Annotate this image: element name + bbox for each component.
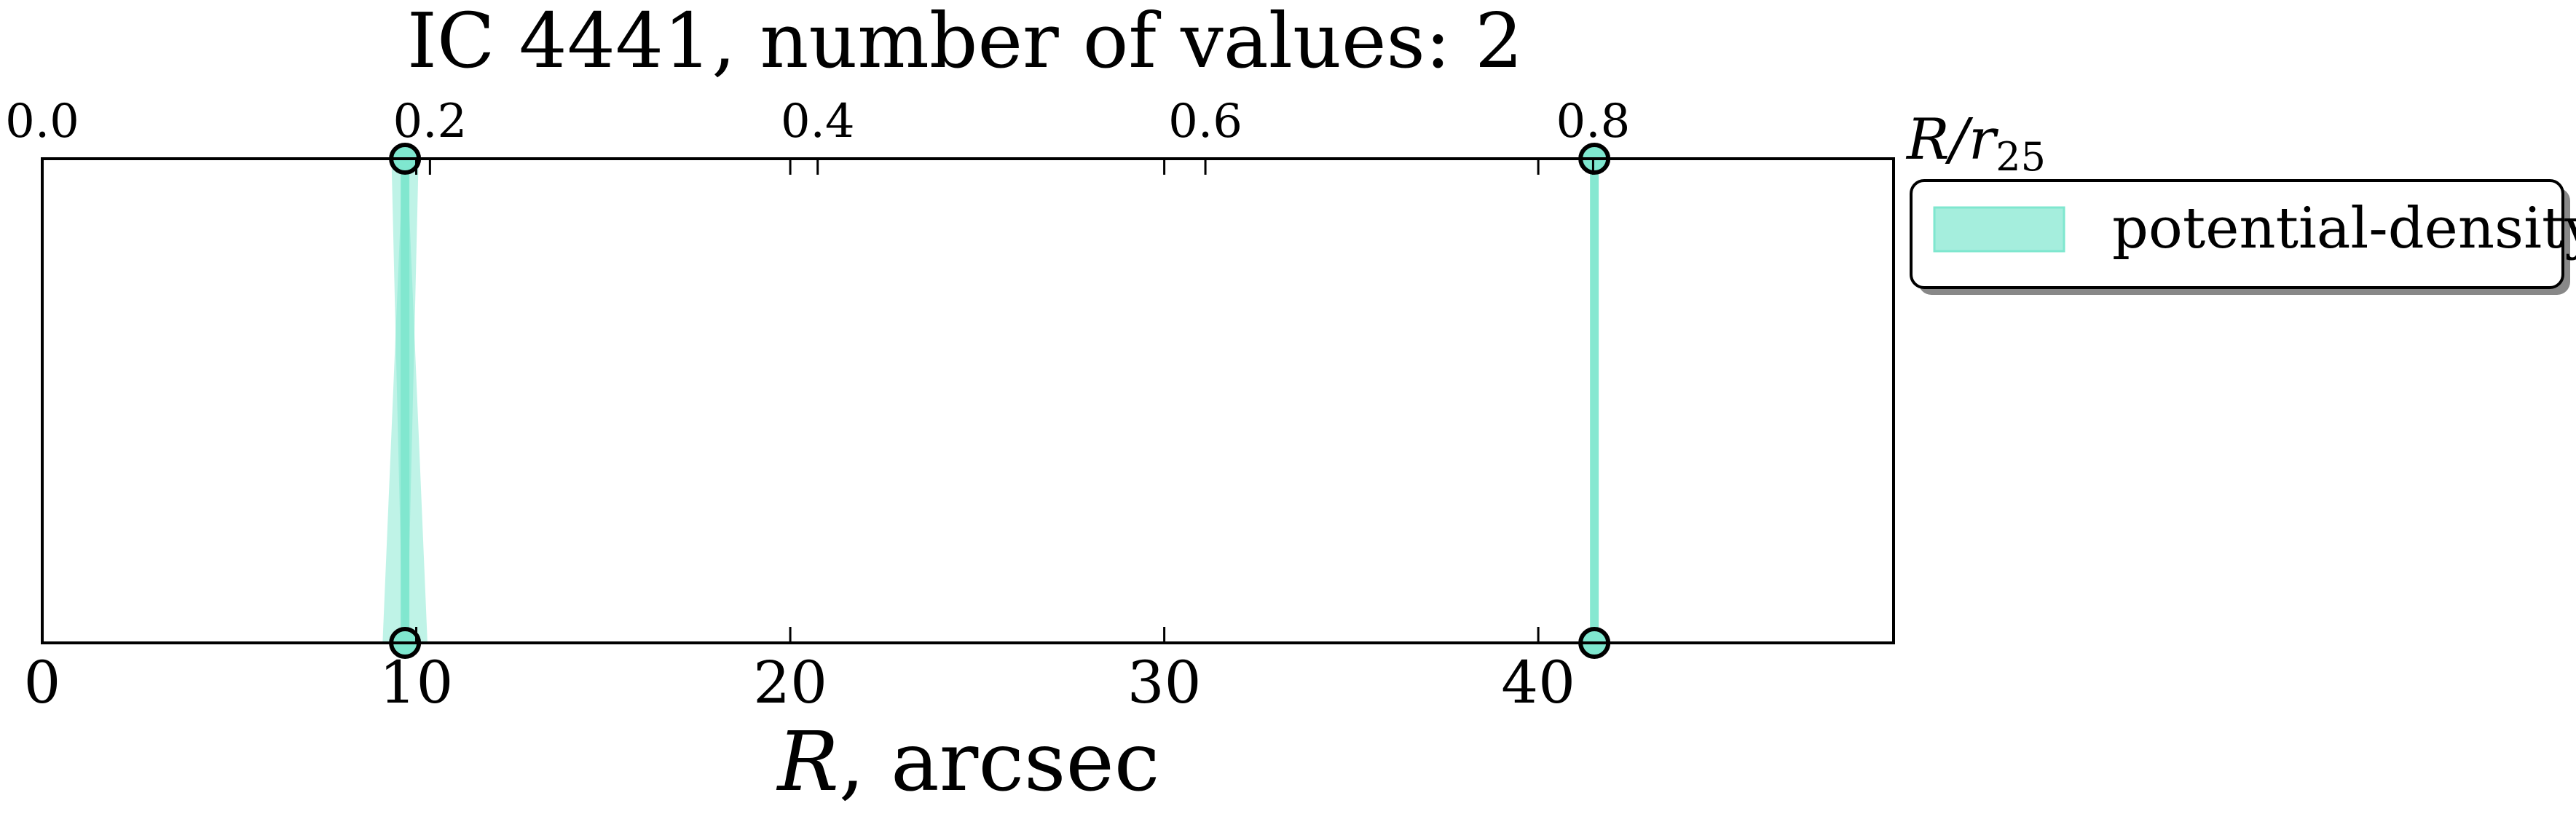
x-tick-label-bottom: 30: [1127, 649, 1202, 716]
x-tick-label-bottom: 0: [24, 649, 61, 716]
top-x-axis-label-main: R/r: [1905, 107, 1999, 173]
x-tick-label-bottom: 10: [379, 649, 454, 716]
x-axis-bottom: 0 10 20 30 40: [24, 159, 1575, 716]
legend-label: potential-density: [2112, 196, 2576, 261]
chart-title: IC 4441, number of values: 2: [407, 0, 1523, 85]
x-tick-label-bottom: 20: [753, 649, 827, 716]
x-axis-label-unit: , arcsec: [839, 715, 1160, 810]
top-x-axis-label-sub: 25: [1996, 134, 2046, 180]
x-axis-label: R, arcsec: [776, 715, 1159, 810]
plot-marks: [382, 143, 1611, 659]
top-x-axis-label: R/r25: [1905, 107, 2046, 180]
x-axis-label-symbol: R: [776, 715, 838, 810]
x-axis-top: 0.0 0.2 0.4 0.6 0.8: [5, 95, 1630, 175]
x-tick-label-top: 0.2: [393, 95, 467, 149]
data-line: [1590, 159, 1599, 643]
x-tick-label-top: 0.6: [1168, 95, 1242, 149]
x-tick-label-top: 0.4: [781, 95, 855, 149]
plot-frame: [41, 157, 1895, 644]
legend-box: [1910, 179, 2564, 289]
x-tick-label-top: 0.8: [1556, 95, 1631, 149]
data-line: [401, 159, 410, 643]
x-tick-label-top: 0.0: [5, 95, 79, 149]
legend-swatch: [1933, 206, 2065, 253]
x-tick-label-bottom: 40: [1501, 649, 1575, 716]
legend: potential-density: [1910, 179, 2576, 295]
